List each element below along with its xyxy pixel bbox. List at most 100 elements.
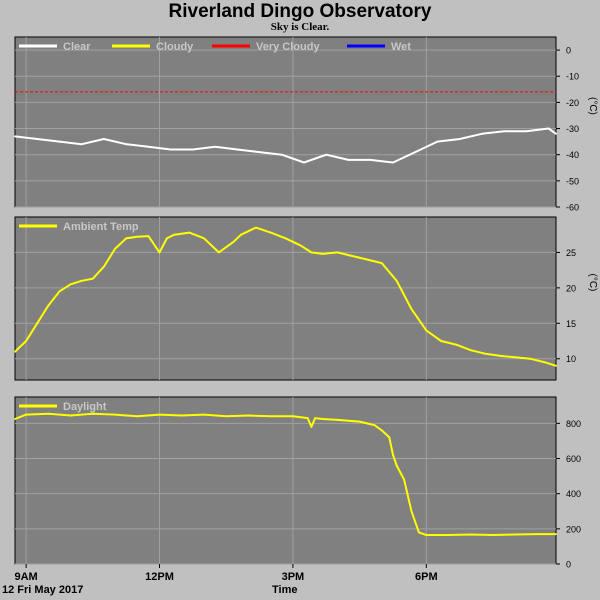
data-point [503, 130, 505, 133]
data-point [188, 231, 191, 234]
date-label: 12 Fri May 2017 [2, 584, 84, 596]
data-point [458, 138, 461, 140]
plot-area [14, 396, 557, 565]
chart-panel-sky: 0 -10 -20 -30 -40 -50 -60 (°C) Clear Cloudy Very C… [14, 36, 598, 213]
data-point [25, 413, 27, 416]
data-point [380, 262, 383, 264]
data-point [425, 534, 428, 536]
y-tick-label: -10 [566, 72, 579, 82]
data-point [69, 283, 72, 286]
data-point [36, 138, 39, 140]
data-point [403, 478, 405, 481]
data-point [173, 233, 176, 236]
y-tick-label: -40 [566, 150, 579, 160]
data-point [414, 151, 417, 154]
data-point [58, 290, 61, 293]
data-point [380, 429, 383, 432]
data-point [80, 279, 83, 282]
data-point [166, 237, 168, 240]
data-point [284, 237, 287, 240]
series-line-ambient-temp [14, 226, 557, 367]
data-point [36, 322, 39, 325]
data-point [91, 277, 94, 280]
data-point [169, 148, 172, 151]
data-point [336, 419, 339, 421]
data-point [447, 534, 450, 536]
y-tick-label: 600 [566, 454, 581, 464]
data-point [536, 533, 539, 535]
data-point [358, 420, 361, 423]
data-point [232, 240, 235, 243]
data-point [392, 161, 394, 164]
data-point [240, 233, 242, 236]
y-tick-label: 0 [566, 560, 571, 570]
y-tick-label: 15 [566, 319, 576, 329]
data-point [47, 412, 50, 415]
x-tick-label: 9AM [14, 571, 37, 583]
data-point [158, 413, 161, 416]
data-point [469, 533, 472, 536]
x-tick-label: 3PM [282, 571, 305, 583]
data-point [347, 159, 350, 161]
series-line-clear [14, 127, 557, 164]
data-point [69, 414, 72, 417]
data-point [544, 361, 546, 364]
data-point [136, 235, 139, 238]
data-point [325, 153, 328, 156]
legend-label: Wet [391, 41, 411, 53]
data-point [418, 531, 420, 534]
data-point [410, 308, 413, 310]
data-point [321, 253, 324, 255]
data-point [499, 355, 502, 357]
data-point [47, 304, 50, 307]
data-point [455, 343, 457, 346]
data-point [373, 424, 376, 426]
data-point [158, 251, 161, 254]
data-point [103, 265, 105, 268]
data-point [236, 148, 239, 151]
data-point [91, 412, 94, 415]
data-point [125, 237, 128, 240]
data-point [351, 255, 354, 257]
data-point [114, 248, 116, 250]
data-point [314, 417, 316, 419]
sky-status: Sky is Clear. [270, 21, 330, 33]
data-point [247, 230, 250, 233]
page-title: Riverland Dingo Observatory [168, 1, 432, 22]
y-tick-label: 200 [566, 524, 581, 534]
data-point [310, 426, 313, 428]
data-point [80, 143, 83, 146]
data-point [58, 140, 61, 143]
data-point [366, 258, 368, 261]
data-point [547, 127, 550, 130]
data-point [280, 153, 283, 156]
y-tick-label: 10 [566, 354, 576, 364]
data-point [555, 364, 557, 367]
data-point [125, 143, 128, 146]
data-point [258, 151, 261, 154]
data-point [555, 533, 557, 535]
legend-label: Clear [63, 41, 91, 53]
y-axis-label: (°C) [587, 274, 598, 292]
data-point [436, 140, 439, 143]
data-point [303, 161, 305, 164]
data-point [469, 349, 472, 352]
data-point [369, 159, 372, 161]
data-point [514, 533, 517, 536]
data-point [147, 235, 150, 238]
x-tick-label: 6PM [415, 571, 438, 583]
x-axis-label: Time [272, 584, 298, 596]
data-point [292, 415, 294, 418]
data-point [136, 415, 139, 418]
data-point [269, 415, 272, 418]
data-point [484, 352, 487, 355]
data-point [180, 414, 183, 417]
data-point [269, 231, 272, 234]
chart-panel-daylight: 0 200 400 600 800 Daylight 9AM 12PM 3PM 6PM [14, 396, 581, 583]
data-point [14, 418, 16, 420]
data-point [299, 244, 302, 247]
data-point [392, 454, 394, 456]
y-tick-label: 0 [566, 46, 571, 56]
x-tick-label: 12PM [145, 571, 174, 583]
